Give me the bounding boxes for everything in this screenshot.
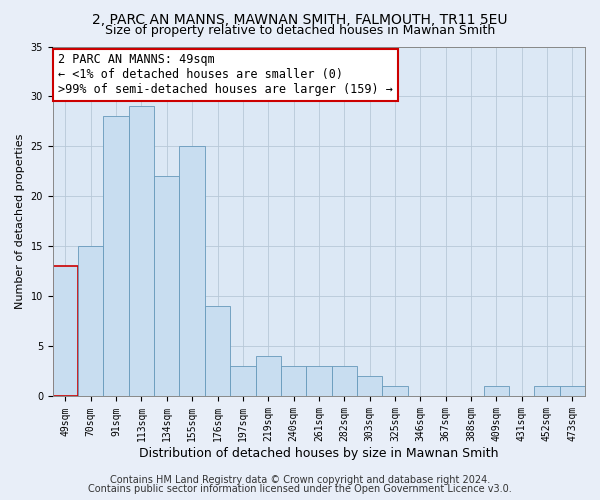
Text: Size of property relative to detached houses in Mawnan Smith: Size of property relative to detached ho… — [105, 24, 495, 37]
Bar — [332, 366, 357, 396]
Bar — [382, 386, 407, 396]
Text: 2 PARC AN MANNS: 49sqm
← <1% of detached houses are smaller (0)
>99% of semi-det: 2 PARC AN MANNS: 49sqm ← <1% of detached… — [58, 54, 393, 96]
Bar — [281, 366, 306, 396]
Bar — [154, 176, 179, 396]
Bar — [535, 386, 560, 396]
Bar — [205, 306, 230, 396]
Text: Contains HM Land Registry data © Crown copyright and database right 2024.: Contains HM Land Registry data © Crown c… — [110, 475, 490, 485]
Text: 2, PARC AN MANNS, MAWNAN SMITH, FALMOUTH, TR11 5EU: 2, PARC AN MANNS, MAWNAN SMITH, FALMOUTH… — [92, 12, 508, 26]
Bar — [306, 366, 332, 396]
Text: Contains public sector information licensed under the Open Government Licence v3: Contains public sector information licen… — [88, 484, 512, 494]
Bar — [78, 246, 103, 396]
X-axis label: Distribution of detached houses by size in Mawnan Smith: Distribution of detached houses by size … — [139, 447, 499, 460]
Bar — [103, 116, 129, 396]
Bar — [357, 376, 382, 396]
Bar — [129, 106, 154, 397]
Bar — [53, 266, 78, 396]
Bar — [179, 146, 205, 396]
Bar — [230, 366, 256, 396]
Y-axis label: Number of detached properties: Number of detached properties — [15, 134, 25, 309]
Bar — [484, 386, 509, 396]
Bar — [560, 386, 585, 396]
Bar — [256, 356, 281, 397]
